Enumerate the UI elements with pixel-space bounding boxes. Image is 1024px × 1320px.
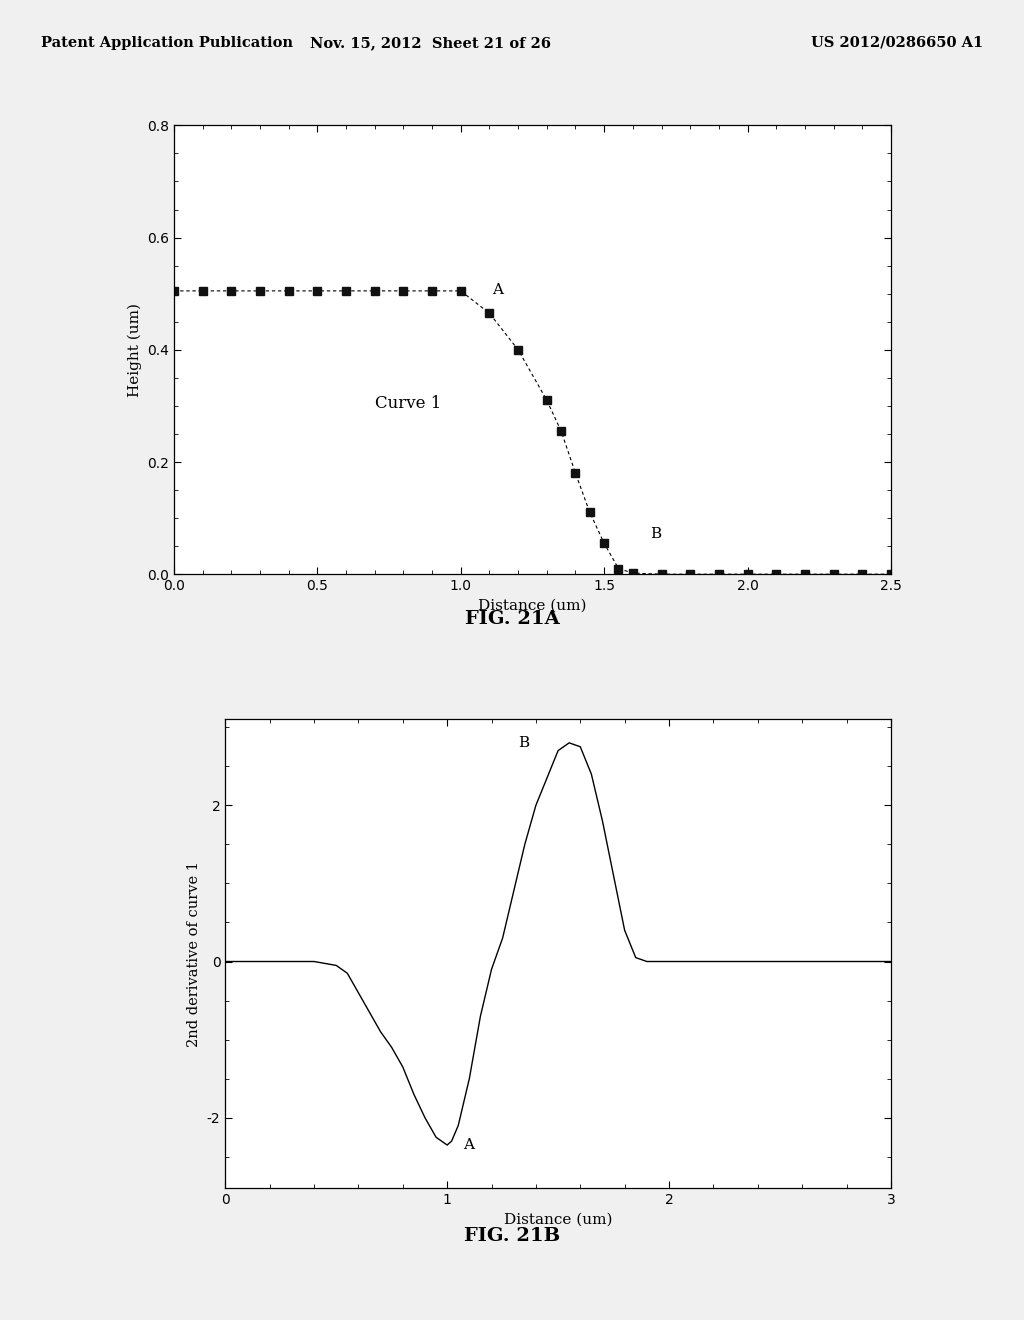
Text: A: A <box>493 282 504 297</box>
Text: A: A <box>463 1138 474 1152</box>
Text: Curve 1: Curve 1 <box>375 395 441 412</box>
Text: Patent Application Publication: Patent Application Publication <box>41 36 293 50</box>
Text: US 2012/0286650 A1: US 2012/0286650 A1 <box>811 36 983 50</box>
X-axis label: Distance (um): Distance (um) <box>504 1212 612 1226</box>
Text: FIG. 21B: FIG. 21B <box>464 1226 560 1245</box>
Text: FIG. 21A: FIG. 21A <box>465 610 559 628</box>
X-axis label: Distance (um): Distance (um) <box>478 598 587 612</box>
Y-axis label: Height (um): Height (um) <box>127 302 141 397</box>
Text: Nov. 15, 2012  Sheet 21 of 26: Nov. 15, 2012 Sheet 21 of 26 <box>309 36 551 50</box>
Y-axis label: 2nd derivative of curve 1: 2nd derivative of curve 1 <box>187 861 202 1047</box>
Text: B: B <box>650 527 662 541</box>
Text: B: B <box>518 735 529 750</box>
